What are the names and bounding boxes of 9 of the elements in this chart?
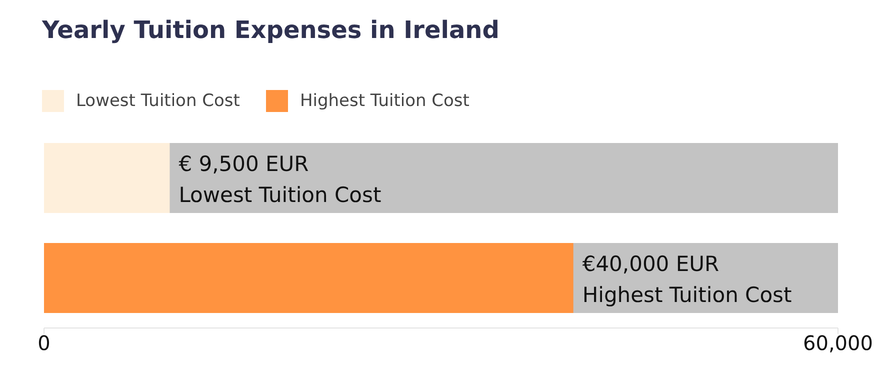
data-label: €40,000 EUR	[582, 252, 720, 276]
text: Lowest Tuition Cost	[178, 183, 382, 207]
x-tick-label: 60,000	[803, 331, 873, 356]
x-tick-label: 0	[38, 331, 50, 356]
legend-label: Highest Tuition Cost	[300, 91, 470, 111]
text: Highest Tuition Cost	[582, 283, 792, 307]
legend-label: Lowest Tuition Cost	[76, 91, 240, 111]
chart-title: Yearly Tuition Expenses in Ireland	[42, 16, 500, 44]
data-label: € 9,500 EUR	[178, 152, 309, 176]
